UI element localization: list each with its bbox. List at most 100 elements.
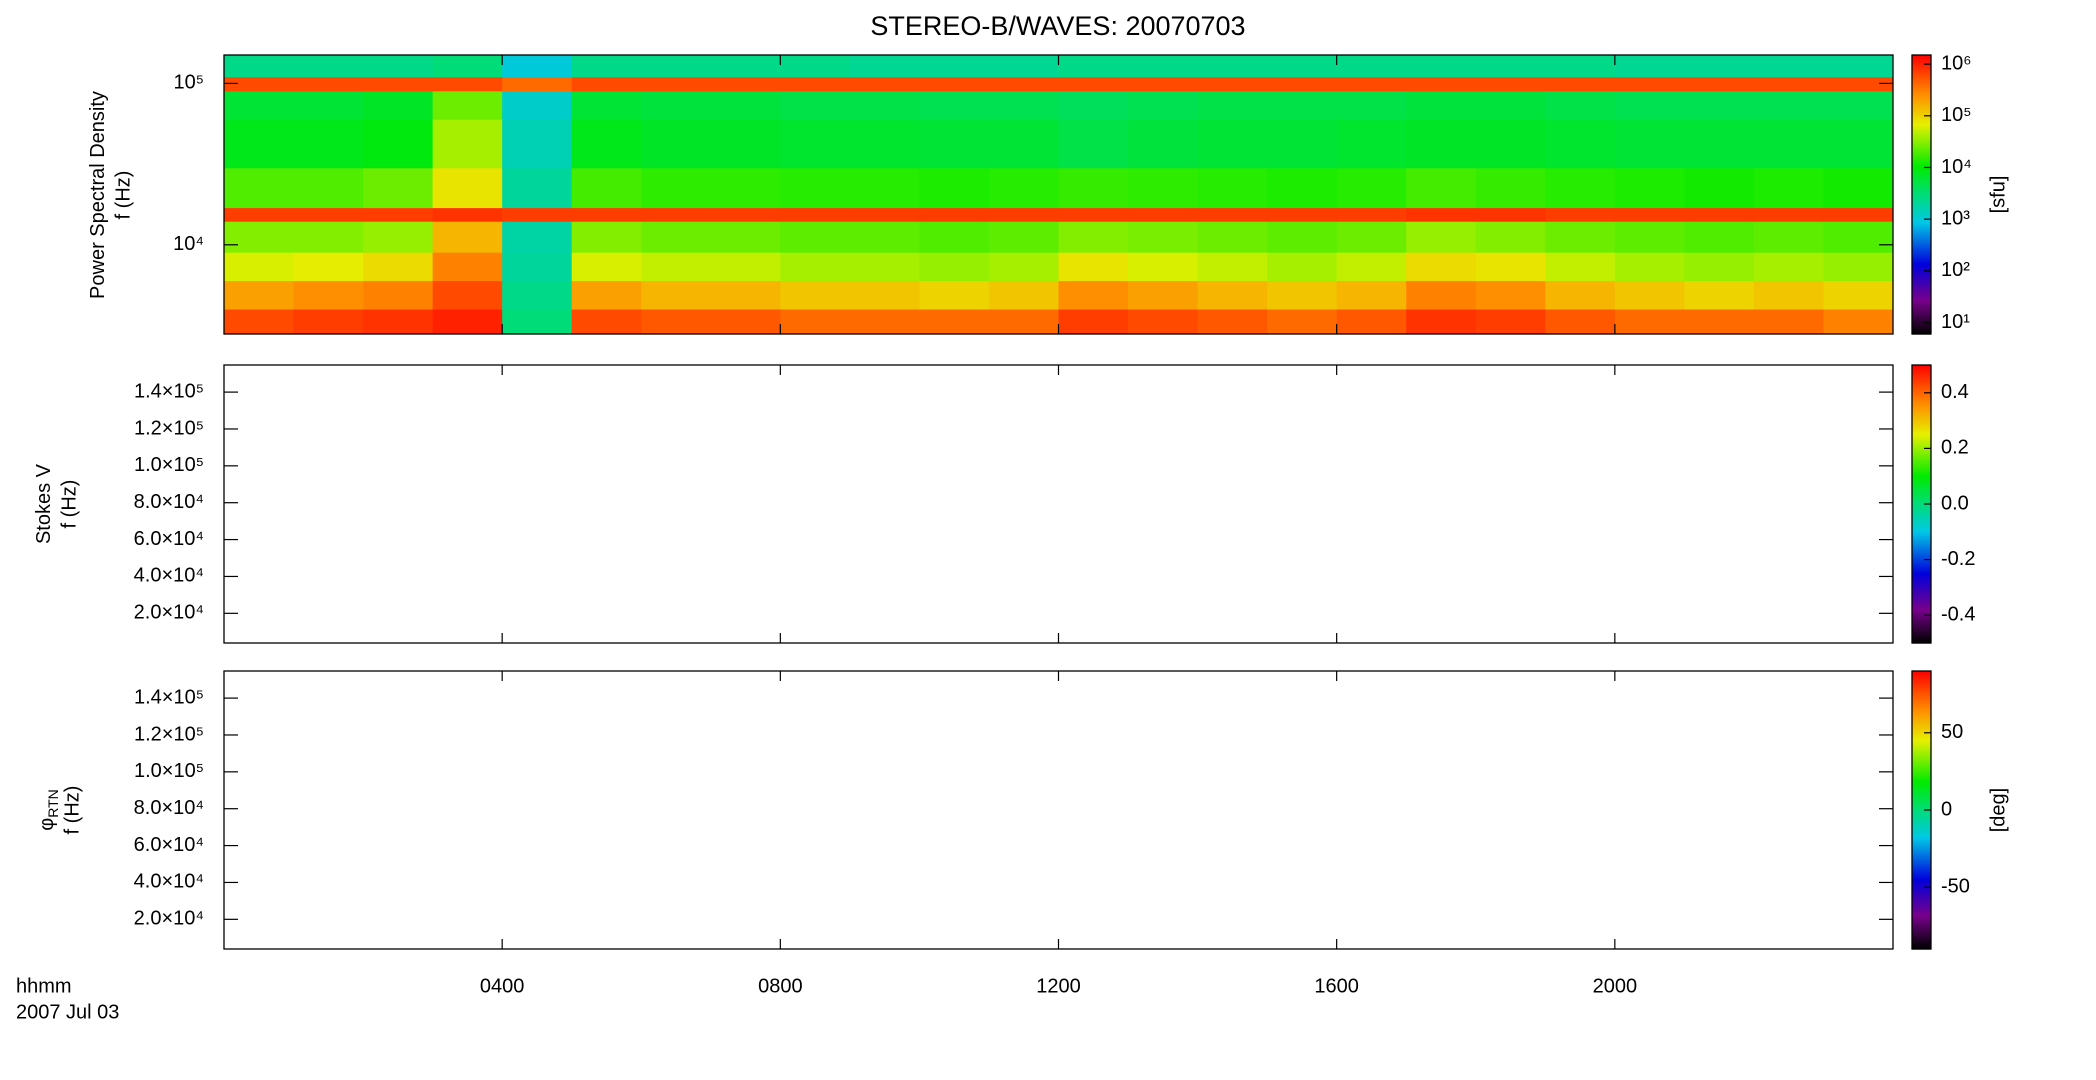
colorbar-strip bbox=[1912, 254, 1931, 258]
colorbar-strip bbox=[1912, 858, 1931, 862]
heatmap-cell bbox=[988, 207, 1059, 222]
colorbar-strip bbox=[1912, 299, 1931, 303]
colorbar-strip bbox=[1912, 175, 1931, 179]
colorbar-strip bbox=[1912, 782, 1931, 786]
colorbar-strip bbox=[1912, 835, 1931, 839]
colorbar-strip bbox=[1912, 515, 1931, 519]
colorbar-strip bbox=[1912, 740, 1931, 744]
colorbar-strip bbox=[1912, 877, 1931, 881]
heatmap-cell bbox=[502, 55, 573, 78]
colorbar-strip bbox=[1912, 257, 1931, 261]
colorbar-strip bbox=[1912, 383, 1931, 387]
colorbar-strip bbox=[1912, 745, 1931, 749]
heatmap-cell bbox=[1684, 55, 1755, 78]
colorbar-strip bbox=[1912, 731, 1931, 735]
colorbar-strip bbox=[1912, 726, 1931, 730]
heatmap-cell bbox=[1267, 76, 1338, 92]
colorbar-strip bbox=[1912, 589, 1931, 593]
colorbar-strip bbox=[1912, 157, 1931, 161]
colorbar-strip bbox=[1912, 71, 1931, 75]
colorbar-strip bbox=[1912, 633, 1931, 637]
heatmap-cell bbox=[1336, 55, 1407, 78]
heatmap-cell bbox=[641, 221, 712, 253]
heatmap-cell bbox=[849, 90, 920, 120]
colorbar-strip bbox=[1912, 715, 1931, 718]
colorbar-strip bbox=[1912, 798, 1931, 802]
colorbar-strip bbox=[1912, 434, 1931, 438]
heatmap-cell bbox=[293, 280, 364, 310]
heatmap-cell bbox=[1058, 221, 1129, 253]
colorbar-strip bbox=[1912, 292, 1931, 296]
heatmap-cell bbox=[1128, 119, 1199, 169]
colorbar-strip bbox=[1912, 573, 1931, 577]
colorbar-strip bbox=[1912, 227, 1931, 230]
colorbar-strip bbox=[1912, 717, 1931, 721]
colorbar-strip bbox=[1912, 315, 1931, 319]
colorbar-strip bbox=[1912, 108, 1931, 112]
colorbar-strip bbox=[1912, 443, 1931, 447]
heatmap-cell bbox=[224, 55, 295, 78]
heatmap-cell bbox=[641, 90, 712, 120]
colorbar-strip bbox=[1912, 259, 1931, 263]
colorbar-strip bbox=[1912, 893, 1931, 897]
colorbar-strip bbox=[1912, 610, 1931, 614]
colorbar-strip bbox=[1912, 287, 1931, 291]
heatmap-cell bbox=[1823, 167, 1894, 209]
colorbar-strip bbox=[1912, 285, 1931, 289]
heatmap-cell bbox=[1684, 119, 1755, 169]
colorbar-tick-label: 50 bbox=[1941, 721, 1963, 743]
heatmap-cell bbox=[1684, 221, 1755, 253]
colorbar-strip bbox=[1912, 224, 1931, 228]
colorbar-strip bbox=[1912, 296, 1931, 300]
heatmap-cell bbox=[571, 221, 642, 253]
colorbar-strip bbox=[1912, 768, 1931, 772]
colorbar-strip bbox=[1912, 201, 1931, 205]
colorbar-strip bbox=[1912, 148, 1931, 151]
colorbar-strip bbox=[1912, 506, 1931, 510]
heatmap-cell bbox=[1267, 167, 1338, 209]
colorbar-strip bbox=[1912, 596, 1931, 600]
y-tick-label: 2.0×10⁴ bbox=[134, 908, 204, 930]
colorbar-strip bbox=[1912, 485, 1931, 489]
plot-frame bbox=[223, 364, 1894, 644]
heatmap-cell bbox=[988, 119, 1059, 169]
colorbar-strip bbox=[1912, 557, 1931, 561]
colorbar-strip bbox=[1912, 234, 1931, 237]
colorbar-strip bbox=[1912, 728, 1931, 732]
heatmap-cell bbox=[1267, 309, 1338, 335]
colorbar-strip bbox=[1912, 124, 1931, 128]
colorbar-strip bbox=[1912, 844, 1931, 848]
colorbar-strip bbox=[1912, 566, 1931, 570]
heatmap-cell bbox=[1753, 55, 1824, 78]
heatmap-cell bbox=[1614, 309, 1685, 335]
heatmap-cell bbox=[1197, 167, 1268, 209]
heatmap-cell bbox=[1684, 280, 1755, 310]
colorbar-strip bbox=[1912, 617, 1931, 621]
colorbar-tick-label: -0.2 bbox=[1941, 548, 1975, 570]
heatmap-cell bbox=[641, 207, 712, 222]
colorbar-strip bbox=[1912, 860, 1931, 864]
colorbar-strip bbox=[1912, 220, 1931, 223]
heatmap-cell bbox=[1058, 167, 1129, 209]
colorbar-strip bbox=[1912, 75, 1931, 79]
colorbar-strip bbox=[1912, 689, 1931, 693]
heatmap-cell bbox=[919, 119, 990, 169]
heatmap-cell bbox=[641, 280, 712, 310]
heatmap-cell bbox=[1475, 207, 1546, 222]
heatmap-cell bbox=[1545, 167, 1616, 209]
colorbar-strip bbox=[1912, 494, 1931, 498]
colorbar-strip bbox=[1912, 134, 1931, 137]
heatmap-cell bbox=[1128, 221, 1199, 253]
colorbar-strip bbox=[1912, 143, 1931, 147]
heatmap-cell bbox=[1684, 90, 1755, 120]
colorbar-tick-label: 10⁴ bbox=[1941, 156, 1972, 178]
colorbar-strip bbox=[1912, 534, 1931, 538]
colorbar-strip bbox=[1912, 575, 1931, 579]
colorbar-strip bbox=[1912, 513, 1931, 517]
colorbar-strip bbox=[1912, 306, 1931, 310]
colorbar-strip bbox=[1912, 271, 1931, 275]
colorbar-strip bbox=[1912, 710, 1931, 714]
heatmap-cell bbox=[1823, 119, 1894, 169]
colorbar-strip bbox=[1912, 367, 1931, 371]
